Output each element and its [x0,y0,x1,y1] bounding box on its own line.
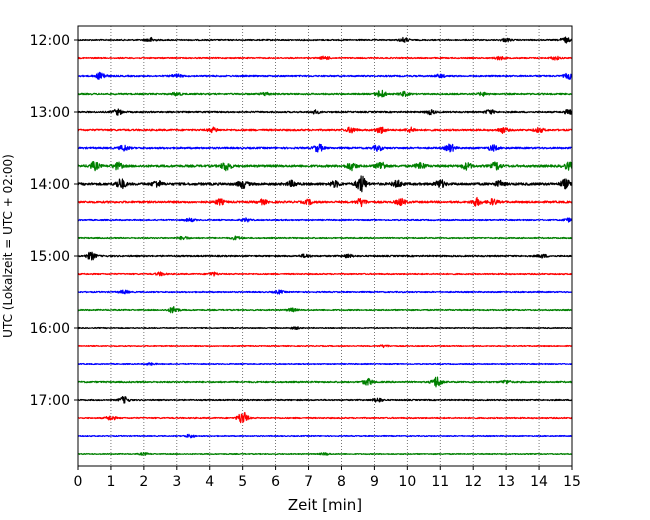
seismic-trace [77,411,573,424]
seismic-trace [77,251,573,261]
seismic-trace [77,306,573,314]
seismic-trace [77,235,573,241]
seismic-trace [77,89,573,98]
seismic-trace [77,175,573,193]
y-tick-label: 12:00 [30,33,70,49]
x-axis-ticks: 0 1 2 3 4 5 6 7 8 9 10 11 12 13 14 15 [74,466,581,490]
seismic-trace [77,143,573,153]
seismic-trace [77,55,573,61]
x-tick-label: 12 [464,474,482,490]
y-tick-label: 14:00 [30,177,70,193]
x-tick-label: 9 [370,474,379,490]
seismic-trace [77,396,573,404]
seismic-trace [77,71,573,80]
x-tick-label: 1 [106,474,115,490]
seismic-trace [77,452,573,456]
x-tick-label: 8 [337,474,346,490]
x-tick-label: 13 [497,474,515,490]
seismic-trace [77,344,573,349]
seismic-trace [77,160,573,172]
plot-frame [77,25,573,467]
seismic-trace [77,326,573,330]
x-tick-label: 6 [271,474,280,490]
seismic-trace [77,196,573,208]
x-tick-label: 15 [563,474,581,490]
seismic-trace [77,289,573,295]
trace-group [77,36,573,456]
x-tick-label: 5 [238,474,247,490]
x-tick-label: 4 [205,474,214,490]
y-tick-label: 17:00 [30,393,70,409]
y-tick-label: 16:00 [30,321,70,337]
vertical-gridlines [110,26,540,466]
y-tick-label: 13:00 [30,105,70,121]
seismic-trace [77,217,573,223]
x-tick-label: 0 [74,474,83,490]
y-axis-ticks: 12:00 13:00 14:00 15:00 16:00 17:00 [30,33,78,409]
seismic-trace [77,376,573,388]
seismic-trace [77,362,573,366]
seismic-trace [77,433,573,439]
x-tick-label: 3 [172,474,181,490]
seismic-trace [77,126,573,134]
x-tick-label: 7 [304,474,313,490]
x-tick-label: 10 [398,474,416,490]
x-tick-label: 11 [431,474,449,490]
seismic-trace [77,271,573,277]
y-tick-label: 15:00 [30,249,70,265]
seismic-trace [77,108,573,116]
x-tick-label: 14 [530,474,548,490]
y-axis-label: UTC (Lokalzeit = UTC + 02:00) [1,154,15,338]
x-axis-label: Zeit [min] [288,496,362,514]
x-tick-label: 2 [139,474,148,490]
seismic-trace [77,36,573,44]
